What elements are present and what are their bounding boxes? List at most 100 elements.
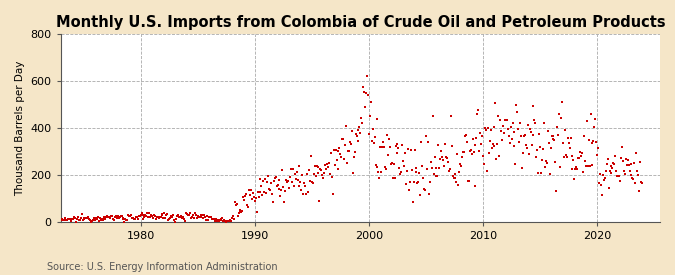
Point [436, 149, 447, 153]
Point [581, 119, 592, 123]
Text: Source: U.S. Energy Information Administration: Source: U.S. Energy Information Administ… [47, 262, 278, 272]
Point [249, 199, 260, 203]
Point [104, 215, 115, 219]
Point [116, 214, 127, 218]
Point [109, 218, 119, 222]
Point [483, 151, 494, 155]
Point [421, 134, 431, 139]
Point [510, 162, 521, 167]
Point [522, 123, 533, 127]
Point [616, 145, 627, 149]
Point [243, 204, 254, 209]
Point [516, 166, 527, 170]
Point [369, 141, 379, 145]
Point [97, 217, 107, 222]
Point [381, 133, 392, 137]
Point [530, 121, 541, 126]
Point [137, 216, 148, 221]
Point [235, 208, 246, 212]
Point [425, 160, 436, 164]
Point [364, 132, 375, 136]
Point [399, 164, 410, 168]
Point [569, 177, 580, 181]
Point [584, 164, 595, 168]
Point [74, 217, 84, 222]
Point [149, 214, 160, 218]
Point [320, 163, 331, 167]
Point [534, 132, 545, 136]
Point [191, 216, 202, 220]
Point [225, 219, 236, 223]
Point [515, 121, 526, 125]
Point [500, 118, 510, 122]
Point [358, 84, 369, 89]
Point [170, 217, 181, 221]
Point [65, 219, 76, 223]
Point [485, 128, 496, 132]
Point [377, 145, 387, 150]
Point [525, 130, 536, 134]
Point [591, 140, 601, 145]
Point [238, 195, 249, 199]
Point [121, 218, 132, 222]
Point [233, 211, 244, 216]
Point [299, 180, 310, 185]
Point [374, 176, 385, 180]
Point [267, 192, 277, 197]
Point [199, 213, 210, 217]
Point [241, 192, 252, 197]
Point [418, 175, 429, 180]
Point [499, 131, 510, 136]
Point [520, 133, 531, 137]
Point [583, 164, 593, 169]
Point [557, 100, 568, 104]
Point [248, 191, 259, 195]
Point [409, 148, 420, 153]
Point [589, 125, 600, 129]
Point [258, 179, 269, 183]
Point [344, 148, 354, 153]
Point [161, 213, 171, 218]
Point [469, 184, 480, 188]
Point [265, 188, 275, 192]
Point [566, 153, 577, 158]
Point [274, 187, 285, 191]
Point [138, 213, 149, 218]
Point [142, 211, 153, 215]
Point [487, 141, 498, 146]
Point [460, 133, 471, 137]
Point [343, 149, 354, 153]
Point [358, 90, 369, 94]
Point [632, 173, 643, 178]
Point [163, 218, 173, 222]
Point [544, 172, 555, 176]
Point [364, 114, 375, 118]
Point [167, 215, 178, 219]
Point [130, 214, 141, 219]
Point [182, 212, 192, 216]
Point [456, 164, 466, 168]
Point [369, 135, 380, 139]
Point [165, 215, 176, 220]
Point [537, 147, 548, 152]
Point [146, 214, 157, 218]
Point [418, 186, 429, 191]
Point [401, 182, 412, 186]
Point [171, 213, 182, 218]
Point [528, 133, 539, 137]
Point [631, 151, 642, 155]
Point [435, 156, 446, 161]
Point [158, 216, 169, 220]
Point [462, 140, 472, 144]
Point [198, 216, 209, 221]
Point [323, 160, 334, 165]
Point [117, 217, 128, 221]
Point [460, 134, 470, 138]
Point [338, 137, 348, 141]
Point [264, 186, 275, 191]
Point [314, 199, 325, 204]
Point [283, 179, 294, 183]
Point [443, 169, 454, 173]
Point [286, 180, 297, 185]
Point [206, 215, 217, 219]
